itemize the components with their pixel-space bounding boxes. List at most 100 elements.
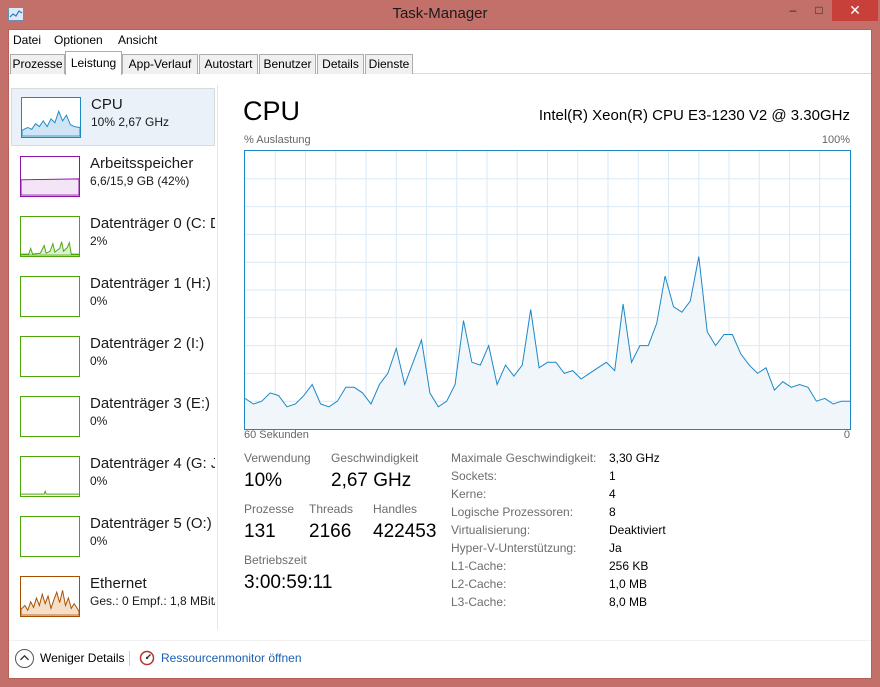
- disk-graph-icon: [20, 336, 80, 377]
- speed-value: 2,67 GHz: [331, 470, 412, 491]
- spec-key: Sockets:: [451, 469, 498, 483]
- cpu-graph-icon: [21, 97, 81, 138]
- sidebar-memory-name: Arbeitsspeicher: [90, 155, 194, 172]
- sidebar-item-ethernet[interactable]: Ethernet Ges.: 0 Empf.: 1,8 MBit/s: [11, 568, 215, 626]
- footer-bar: Weniger Details Ressourcenmonitor öffnen: [9, 640, 871, 678]
- menu-bar: Datei Optionen Ansicht: [9, 30, 871, 50]
- usage-label: Verwendung: [244, 451, 311, 465]
- threads-value: 2166: [309, 521, 352, 542]
- sidebar-disk4-sub: 0%: [90, 474, 108, 488]
- resource-monitor-icon[interactable]: [139, 650, 155, 666]
- x-axis-label: 60 Sekunden: [244, 429, 309, 441]
- client-area: Datei Optionen Ansicht Prozesse Leistung…: [8, 29, 872, 679]
- sidebar-item-disk0[interactable]: Datenträger 0 (C: D:) 2%: [11, 208, 215, 266]
- spec-value: 1,0 MB: [609, 577, 648, 591]
- close-button[interactable]: ✕: [832, 0, 878, 21]
- sidebar-divider: [217, 85, 218, 630]
- tab-performance[interactable]: Leistung: [65, 51, 122, 75]
- spec-value: 8: [609, 505, 616, 519]
- spec-value: Deaktiviert: [609, 523, 666, 537]
- sidebar-disk2-sub: 0%: [90, 354, 108, 368]
- disk-graph-icon: [20, 216, 80, 257]
- sidebar-ethernet-name: Ethernet: [90, 575, 147, 592]
- fewer-details-button[interactable]: Weniger Details: [40, 651, 125, 665]
- maximize-button[interactable]: □: [815, 3, 823, 17]
- y-max-label: 100%: [821, 134, 850, 146]
- spec-key: Kerne:: [451, 487, 487, 501]
- tab-bar: Prozesse Leistung App-Verlauf Autostart …: [9, 50, 871, 75]
- spec-value: 4: [609, 487, 616, 501]
- spec-key: L1-Cache:: [451, 559, 507, 573]
- sidebar-item-disk3[interactable]: Datenträger 3 (E:) 0%: [11, 388, 215, 446]
- cpu-usage-chart: [244, 150, 851, 430]
- page-title: CPU: [243, 96, 301, 126]
- tab-users[interactable]: Benutzer: [259, 54, 316, 74]
- tab-app-history[interactable]: App-Verlauf: [122, 54, 198, 74]
- uptime-label: Betriebszeit: [244, 553, 307, 567]
- tab-startup[interactable]: Autostart: [199, 54, 258, 74]
- resource-monitor-link[interactable]: Ressourcenmonitor öffnen: [161, 651, 302, 665]
- spec-key: Hyper-V-Unterstützung:: [451, 541, 577, 555]
- menu-view[interactable]: Ansicht: [118, 33, 158, 47]
- x-min-label: 0: [843, 429, 850, 441]
- sidebar-ethernet-sub: Ges.: 0 Empf.: 1,8 MBit/s: [90, 594, 215, 608]
- disk-graph-icon: [20, 396, 80, 437]
- sidebar-item-disk4[interactable]: Datenträger 4 (G: J:) 0%: [11, 448, 215, 506]
- spec-key: Logische Prozessoren:: [451, 505, 574, 519]
- spec-key: Maximale Geschwindigkeit:: [451, 451, 597, 465]
- memory-graph-icon: [20, 156, 80, 197]
- task-manager-app-icon: [8, 7, 24, 21]
- tab-processes[interactable]: Prozesse: [10, 54, 65, 74]
- spec-value: 256 KB: [609, 559, 649, 573]
- y-axis-label: % Auslastung: [244, 134, 311, 146]
- spec-value: 1: [609, 469, 616, 483]
- speed-label: Geschwindigkeit: [331, 451, 419, 465]
- spec-value: Ja: [609, 541, 622, 555]
- sidebar-disk5-name: Datenträger 5 (O:): [90, 515, 212, 532]
- disk-graph-icon: [20, 276, 80, 317]
- disk-graph-icon: [20, 516, 80, 557]
- sidebar-item-cpu[interactable]: CPU 10% 2,67 GHz: [11, 88, 215, 146]
- threads-label: Threads: [309, 502, 354, 516]
- sidebar-disk4-name: Datenträger 4 (G: J:): [90, 455, 215, 472]
- network-graph-icon: [20, 576, 80, 617]
- footer-separator: [129, 651, 130, 666]
- cpu-usage-line: [245, 256, 850, 408]
- sidebar-disk0-name: Datenträger 0 (C: D:): [90, 215, 215, 232]
- cpu-usage-area: [245, 256, 850, 429]
- title-bar[interactable]: Task-Manager ‒ □ ✕: [0, 0, 880, 29]
- sidebar-disk0-sub: 2%: [90, 234, 108, 248]
- sidebar-item-disk5[interactable]: Datenträger 5 (O:) 0%: [11, 508, 215, 566]
- processes-value: 131: [244, 521, 276, 542]
- handles-value: 422453: [373, 521, 437, 542]
- sidebar-item-disk1[interactable]: Datenträger 1 (H:) 0%: [11, 268, 215, 326]
- tab-services[interactable]: Dienste: [365, 54, 413, 74]
- sidebar-cpu-sub: 10% 2,67 GHz: [91, 115, 170, 129]
- disk-graph-icon: [20, 456, 80, 497]
- spec-value: 8,0 MB: [609, 595, 648, 609]
- sidebar-item-disk2[interactable]: Datenträger 2 (I:) 0%: [11, 328, 215, 386]
- sidebar-disk3-name: Datenträger 3 (E:): [90, 395, 211, 412]
- sidebar-item-memory[interactable]: Arbeitsspeicher 6,6/15,9 GB (42%): [11, 148, 215, 206]
- uptime-value: 3:00:59:11: [244, 572, 333, 593]
- spec-value: 3,30 GHz: [609, 451, 660, 465]
- sidebar-disk1-sub: 0%: [90, 294, 108, 308]
- minimize-button[interactable]: ‒: [789, 3, 797, 17]
- menu-options[interactable]: Optionen: [54, 33, 103, 47]
- window-title: Task-Manager: [392, 5, 488, 22]
- sidebar-memory-sub: 6,6/15,9 GB (42%): [90, 174, 190, 188]
- spec-key: Virtualisierung:: [451, 523, 531, 537]
- spec-key: L3-Cache:: [451, 595, 507, 609]
- menu-file[interactable]: Datei: [13, 33, 42, 47]
- sidebar-disk5-sub: 0%: [90, 534, 108, 548]
- sidebar-cpu-name: CPU: [91, 96, 123, 113]
- handles-label: Handles: [373, 502, 418, 516]
- spec-key: L2-Cache:: [451, 577, 507, 591]
- usage-value: 10%: [244, 470, 283, 491]
- chevron-up-icon[interactable]: [15, 649, 34, 668]
- processes-label: Prozesse: [244, 502, 295, 516]
- sidebar-disk2-name: Datenträger 2 (I:): [90, 335, 205, 352]
- cpu-model-name: Intel(R) Xeon(R) CPU E3-1230 V2 @ 3.30GH…: [538, 107, 850, 124]
- tab-details[interactable]: Details: [317, 54, 364, 74]
